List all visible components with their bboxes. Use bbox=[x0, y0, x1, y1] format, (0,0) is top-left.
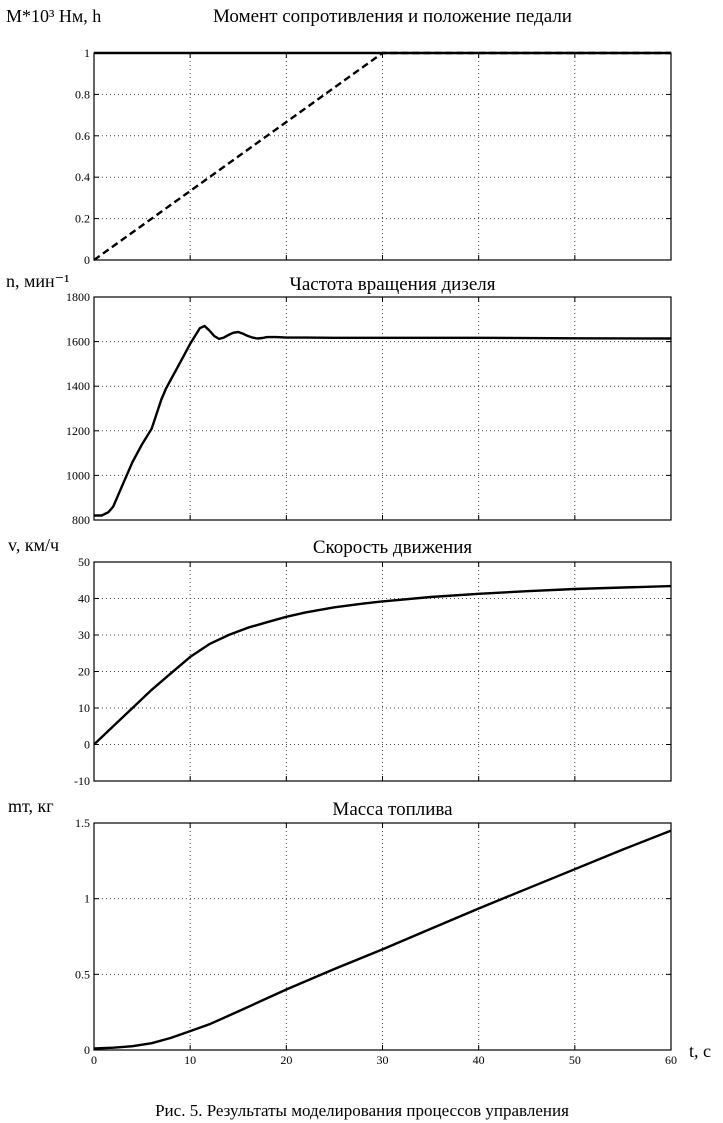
chart-panel-4: 0 0.5 1 1.5 0 10 20 30 40 50 60 Масса топлива mт, кг bbox=[8, 796, 677, 1067]
y-axis-label: М*10³ Нм, h bbox=[6, 6, 101, 26]
x-tick-label: 0 bbox=[91, 1053, 97, 1067]
x-axis-label: t, с bbox=[689, 1041, 711, 1061]
y-tick-label: 1200 bbox=[66, 424, 90, 438]
x-tick-label: 60 bbox=[665, 1053, 677, 1067]
y-axis-label: v, км/ч bbox=[8, 535, 59, 555]
y-tick-label: 1000 bbox=[66, 468, 90, 482]
x-tick-label: 30 bbox=[377, 1053, 389, 1067]
y-tick-label: 1.5 bbox=[75, 816, 90, 830]
y-tick-label: 0.5 bbox=[75, 967, 90, 981]
chart-panel-1: 0 0.2 0.4 0.6 0.8 1 Момент сопротивления и пол… bbox=[6, 6, 672, 267]
y-tick-label: 10 bbox=[78, 701, 90, 715]
y-tick-label: 0.8 bbox=[75, 87, 90, 101]
y-tick-label: 800 bbox=[72, 513, 90, 527]
series-line-1 bbox=[93, 829, 672, 1050]
y-tick-label: 0 bbox=[84, 253, 90, 267]
x-tick-label: 20 bbox=[280, 1053, 292, 1067]
y-tick-label: 0.4 bbox=[75, 170, 90, 184]
chart-title: Момент сопротивления и положение педали bbox=[213, 6, 572, 27]
series-line-2 bbox=[93, 51, 671, 261]
x-tick-label: 40 bbox=[473, 1053, 485, 1067]
y-tick-label: -10 bbox=[74, 774, 90, 788]
y-tick-label: 0.2 bbox=[75, 212, 90, 226]
y-tick-label: 1800 bbox=[66, 290, 90, 304]
x-tick-label: 10 bbox=[184, 1053, 196, 1067]
y-tick-label: 1 bbox=[84, 46, 90, 60]
plot-frame bbox=[93, 52, 672, 261]
y-tick-label: 1400 bbox=[66, 379, 90, 393]
y-tick-label: 0.6 bbox=[75, 129, 90, 143]
y-tick-label: 40 bbox=[78, 592, 90, 606]
chart-panel-3: -10 0 10 20 30 40 50 Скорость движения v, км/ч bbox=[8, 535, 672, 788]
y-tick-label: 20 bbox=[78, 665, 90, 679]
y-axis-label: mт, кг bbox=[8, 796, 54, 816]
y-tick-label: 30 bbox=[78, 628, 90, 642]
y-axis-label: n, мин⁻¹ bbox=[6, 271, 70, 291]
chart-title: Масса топлива bbox=[332, 799, 453, 820]
y-tick-label: 50 bbox=[78, 555, 90, 569]
x-tick-label: 50 bbox=[569, 1053, 581, 1067]
y-tick-label: 0 bbox=[84, 1043, 90, 1057]
y-tick-label: 1 bbox=[84, 892, 90, 906]
chart-title: Частота вращения дизеля bbox=[289, 274, 495, 295]
figure-caption: Рис. 5. Результаты моделирования процесс… bbox=[155, 1101, 569, 1120]
series-line-1 bbox=[94, 324, 672, 517]
chart-title: Скорость движения bbox=[313, 537, 473, 558]
chart-panel-2: 800 1000 1200 1400 1600 1800 Частота вращения … bbox=[6, 271, 672, 527]
y-tick-label: 0 bbox=[84, 738, 90, 752]
y-tick-label: 1600 bbox=[66, 335, 90, 349]
series-line-1 bbox=[93, 584, 672, 746]
plot-frame bbox=[93, 296, 672, 521]
